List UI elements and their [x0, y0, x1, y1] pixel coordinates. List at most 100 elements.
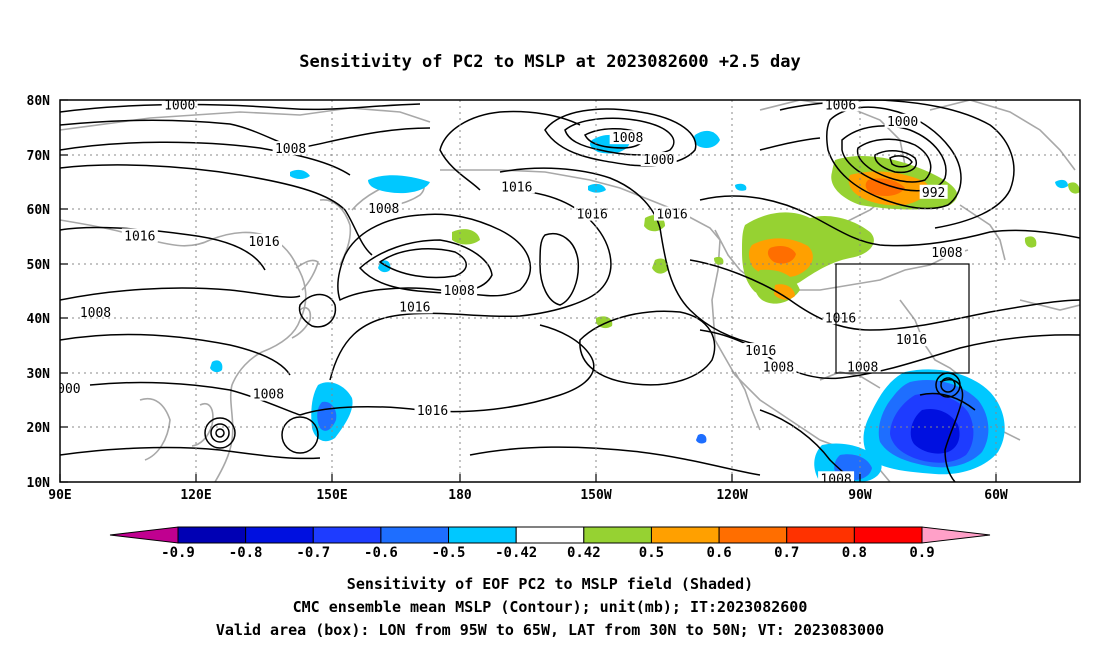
colorbar-box [786, 526, 855, 544]
contour-label-bg [919, 184, 948, 199]
contour-label: 000 [57, 382, 80, 397]
colorbar-box [583, 526, 652, 544]
colorbar-box [515, 526, 585, 544]
contour-label-bg [272, 141, 309, 156]
contour-label-bg [822, 310, 859, 325]
contour-label: 1008 [253, 388, 284, 403]
contour-label: 1016 [577, 208, 608, 223]
colorbar-box [245, 526, 314, 544]
longitude-labels: 90E 120E 150E 180 150W 120W 90W 60W [48, 488, 1008, 503]
lat-label: 30N [27, 367, 51, 382]
contour-label-bg [414, 403, 451, 418]
lat-label: 70N [27, 149, 51, 164]
contour-label-bg [574, 206, 611, 221]
colorbar-label: 0.6 [706, 545, 731, 561]
colorbar-label: 0.42 [567, 545, 601, 561]
contour-label: 1016 [399, 300, 430, 315]
lat-label: 50N [27, 258, 51, 273]
contour-label: 1008 [443, 284, 474, 299]
latitude-labels: 80N 70N 60N 50N 40N 30N 20N 10N [27, 94, 51, 491]
contour-label-bg [640, 152, 677, 167]
colorbar-label: -0.7 [296, 545, 330, 561]
graticule [60, 100, 1080, 482]
contour-label-bg [60, 381, 83, 396]
contour-label-bg [365, 201, 402, 216]
colorbar-label: 0.9 [909, 545, 934, 561]
contour-label-bg [121, 228, 158, 243]
colorbar-box [380, 526, 450, 544]
contour-label: 992 [922, 186, 945, 201]
contour-label-bg [250, 386, 287, 401]
map-frame [59, 99, 1081, 483]
lon-label: 60W [984, 488, 1008, 503]
contour-label-bg [822, 100, 859, 112]
lon-label: 180 [448, 488, 472, 503]
colorbar-label: 0.8 [842, 545, 867, 561]
lat-label: 80N [27, 94, 51, 109]
caption-shaded: Sensitivity of EOF PC2 to MSLP field (Sh… [347, 575, 753, 593]
contour-label-bg [161, 100, 198, 112]
contour-label: 1000 [887, 115, 918, 130]
contour-label-bg [654, 206, 690, 221]
colorbar-label: -0.5 [432, 545, 466, 561]
figure-title: Sensitivity of PC2 to MSLP at 2023082600… [299, 52, 801, 72]
contour-label-bg [760, 359, 797, 374]
colorbar-label: -0.42 [495, 545, 537, 561]
colorbar-box [448, 526, 517, 544]
colorbar-box [718, 526, 788, 544]
contour-label-bg [818, 471, 855, 482]
contour-label: 1016 [656, 208, 687, 223]
colorbar-min-arrow [109, 526, 179, 544]
contour-label: 1006 [825, 98, 856, 113]
contour-label: 1016 [501, 180, 532, 195]
lon-label: 150W [580, 488, 611, 503]
contour-label: 1016 [248, 235, 279, 250]
contour-label: 1008 [612, 131, 643, 146]
contour-label: 1008 [931, 246, 962, 261]
colorbar-label: -0.8 [229, 545, 263, 561]
colorbar-box [650, 526, 720, 544]
sensitivity-shading [210, 130, 1080, 482]
colorbar-box [312, 526, 382, 544]
lat-label: 20N [27, 421, 51, 436]
contour-label: 1016 [825, 311, 856, 326]
contour-label-bg [884, 113, 921, 128]
contour-label: 1008 [368, 202, 399, 217]
contour-label: 1000 [164, 98, 195, 113]
contour-label: 1000 [643, 153, 674, 168]
contour-label: 1008 [820, 472, 851, 487]
contour-label-bg [396, 299, 433, 314]
colorbar-label: 0.7 [774, 545, 799, 561]
axis-ticks [59, 99, 997, 483]
contour-label-bg [77, 304, 114, 319]
mslp-contours [60, 100, 1080, 482]
lat-label: 60N [27, 203, 51, 218]
contour-label: 1008 [763, 360, 794, 375]
colorbar-label: -0.9 [161, 545, 195, 561]
contour-label-bg [609, 130, 646, 145]
contour-label-bg [742, 343, 779, 358]
colorbar-max-arrow [921, 526, 991, 544]
contour-label: 1016 [896, 333, 927, 348]
lon-label: 90E [48, 488, 71, 503]
contour-label: 1008 [80, 306, 111, 321]
contour-label-bg [893, 332, 930, 347]
contour-label-bg [844, 359, 881, 374]
lon-label: 120E [180, 488, 211, 503]
contour-label-bg [498, 179, 535, 194]
lat-label: 10N [27, 476, 51, 491]
lon-label: 150E [316, 488, 347, 503]
colorbar-label: -0.6 [364, 545, 398, 561]
contour-label-bg [246, 233, 282, 248]
lat-label: 40N [27, 312, 51, 327]
colorbar-box [177, 526, 247, 544]
contour-label: 1008 [275, 142, 306, 157]
contour-label: 1016 [124, 229, 155, 244]
caption-contour: CMC ensemble mean MSLP (Contour); unit(m… [293, 598, 808, 616]
contour-label: 1016 [417, 404, 448, 419]
lon-label: 120W [716, 488, 747, 503]
colorbar-label: 0.5 [639, 545, 664, 561]
